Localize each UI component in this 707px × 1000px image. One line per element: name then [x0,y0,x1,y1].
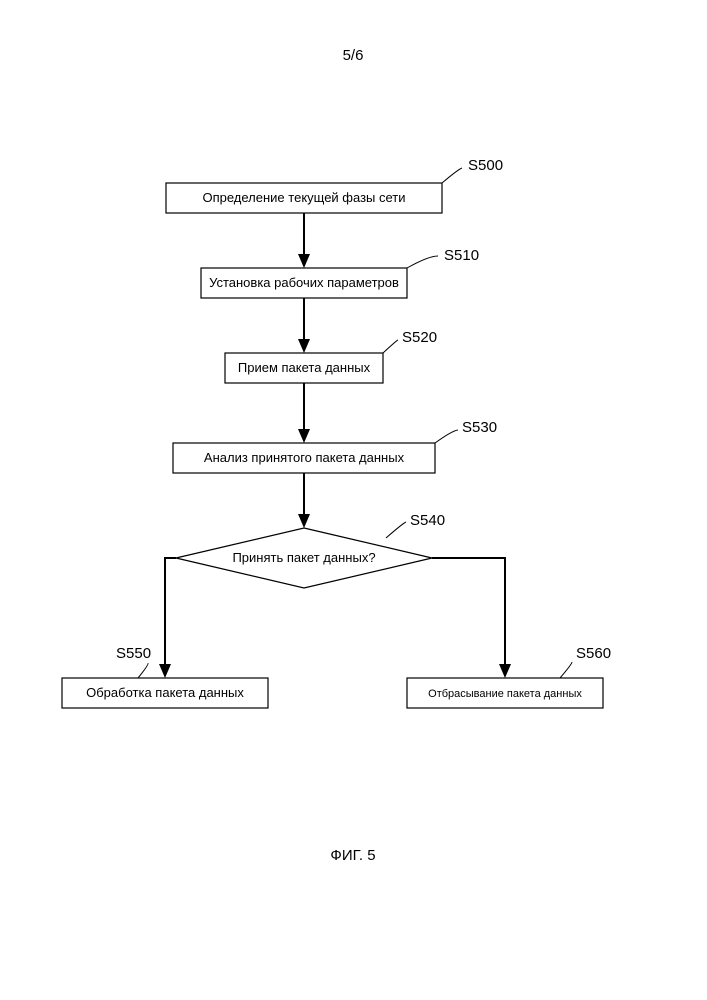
node-s510: Установка рабочих параметров [201,268,407,298]
step-label-s550: S550 [116,645,151,662]
node-s510-label: Установка рабочих параметров [209,275,399,290]
node-s530: Анализ принятого пакета данных [173,443,435,473]
node-s520: Прием пакета данных [225,353,383,383]
step-label-s500: S500 [468,157,503,174]
step-labels-group: S500 S510 S520 S530 S540 S550 S560 [116,157,611,678]
page-number: 5/6 [343,47,364,64]
step-label-s540: S540 [410,512,445,529]
node-s560-label: Отбрасывание пакета данных [428,688,582,700]
node-s530-label: Анализ принятого пакета данных [204,450,405,465]
step-label-s530: S530 [462,419,497,436]
node-s500-label: Определение текущей фазы сети [202,190,405,205]
figure-caption: ФИГ. 5 [330,847,375,864]
step-label-s510: S510 [444,247,479,264]
node-s520-label: Прием пакета данных [238,360,371,375]
node-s550-label: Обработка пакета данных [86,685,244,700]
step-label-s560: S560 [576,645,611,662]
node-s550: Обработка пакета данных [62,678,268,708]
node-s540-label: Принять пакет данных? [232,550,375,565]
node-s560: Отбрасывание пакета данных [407,678,603,708]
node-s500: Определение текущей фазы сети [166,183,442,213]
step-label-s520: S520 [402,329,437,346]
node-s540: Принять пакет данных? [176,528,432,588]
